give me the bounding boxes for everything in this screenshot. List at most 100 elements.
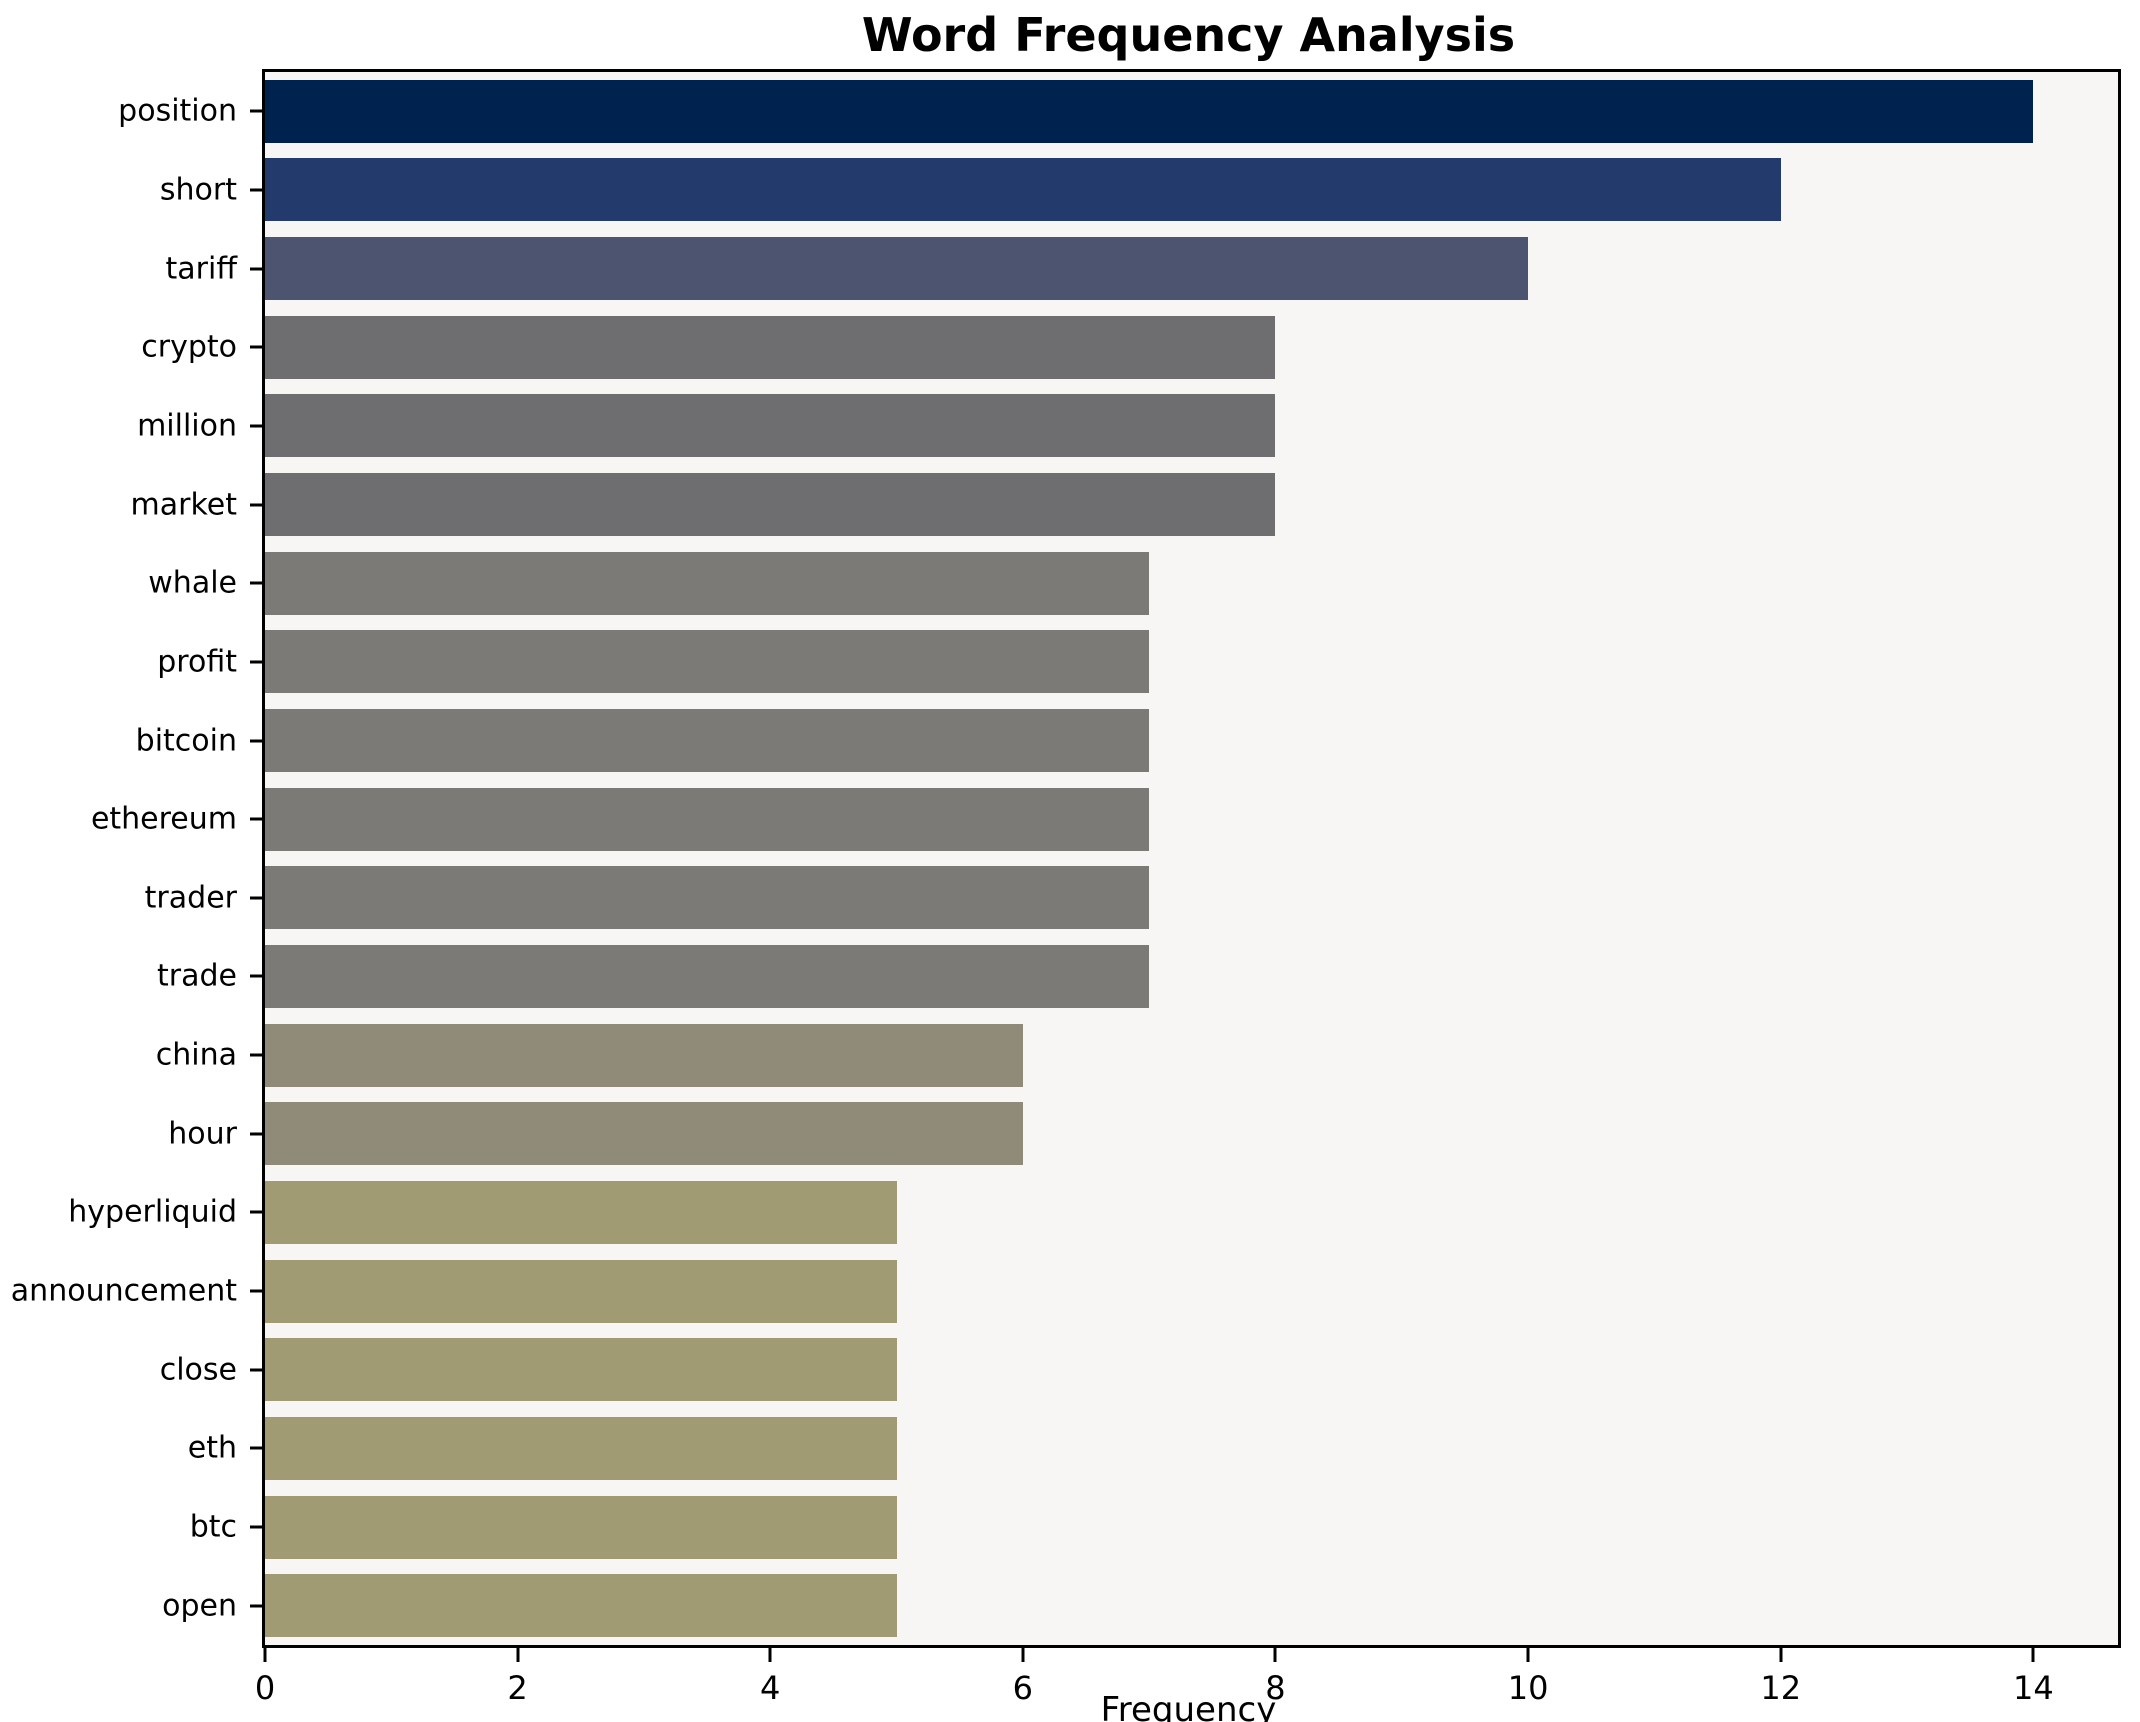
y-tick-mark — [250, 424, 262, 428]
bar-row — [265, 1180, 2118, 1244]
bar-row — [265, 551, 2118, 615]
frequency-bar-hyperliquid — [265, 1180, 897, 1244]
bar-row — [265, 1259, 2118, 1323]
category-label-china: china — [155, 1037, 237, 1073]
y-tick-mark — [250, 1289, 262, 1293]
y-tick-mark — [250, 817, 262, 821]
category-label-whale: whale — [148, 565, 237, 601]
y-tick-mark — [250, 1368, 262, 1372]
bar-row — [265, 394, 2118, 458]
frequency-bar-announcement — [265, 1259, 897, 1323]
x-tick-mark — [1021, 1648, 1025, 1662]
category-label-trader: trader — [144, 880, 237, 916]
y-tick-mark — [250, 109, 262, 113]
bar-row — [265, 630, 2118, 694]
x-tick-label-2: 2 — [507, 1669, 528, 1707]
category-label-eth: eth — [187, 1430, 237, 1466]
y-tick-mark — [250, 581, 262, 585]
bar-row — [265, 79, 2118, 143]
category-label-short: short — [159, 172, 237, 208]
frequency-bar-ethereum — [265, 787, 1150, 851]
x-tick-label-10: 10 — [1507, 1669, 1549, 1707]
frequency-bar-short — [265, 158, 1781, 222]
x-tick-mark — [1273, 1648, 1277, 1662]
y-tick-mark — [250, 1053, 262, 1057]
x-tick-label-14: 14 — [2013, 1669, 2054, 1707]
frequency-bar-eth — [265, 1416, 897, 1480]
frequency-bar-open — [265, 1574, 897, 1638]
x-tick-mark — [1526, 1648, 1530, 1662]
frequency-bar-trader — [265, 866, 1150, 930]
frequency-bar-close — [265, 1338, 897, 1402]
bar-row — [265, 709, 2118, 773]
y-tick-mark — [250, 1446, 262, 1450]
x-tick-mark — [1779, 1648, 1783, 1662]
category-label-hour: hour — [168, 1116, 237, 1152]
x-tick-mark — [263, 1648, 267, 1662]
frequency-bar-position — [265, 79, 2034, 143]
category-label-bitcoin: bitcoin — [135, 723, 237, 759]
y-tick-mark — [250, 739, 262, 743]
category-label-position: position — [118, 93, 237, 129]
bar-row — [265, 1338, 2118, 1402]
y-tick-mark — [250, 1210, 262, 1214]
y-tick-mark — [250, 896, 262, 900]
x-tick-label-8: 8 — [1265, 1669, 1286, 1707]
category-label-tariff: tariff — [165, 251, 237, 287]
category-label-ethereum: ethereum — [90, 801, 237, 837]
bar-row — [265, 1574, 2118, 1638]
bar-row — [265, 1495, 2118, 1559]
x-tick-label-0: 0 — [254, 1669, 276, 1707]
x-axis-label: Frequency — [1100, 1690, 1277, 1722]
category-label-announcement: announcement — [10, 1273, 237, 1309]
y-tick-mark — [250, 1132, 262, 1136]
frequency-bar-market — [265, 473, 1276, 537]
frequency-bar-china — [265, 1023, 1023, 1087]
frequency-bar-whale — [265, 551, 1150, 615]
bar-row — [265, 473, 2118, 537]
category-label-market: market — [130, 487, 237, 523]
frequency-bar-btc — [265, 1495, 897, 1559]
frequency-bar-bitcoin — [265, 709, 1150, 773]
y-tick-mark — [250, 974, 262, 978]
x-tick-label-6: 6 — [1012, 1669, 1034, 1707]
category-label-trade: trade — [157, 958, 237, 994]
bar-row — [265, 237, 2118, 301]
frequency-bar-million — [265, 394, 1276, 458]
bar-row — [265, 315, 2118, 379]
bar-row — [265, 1416, 2118, 1480]
x-tick-label-4: 4 — [760, 1669, 781, 1707]
y-tick-mark — [250, 345, 262, 349]
bar-row — [265, 1102, 2118, 1166]
category-label-btc: btc — [189, 1509, 237, 1545]
bar-row — [265, 866, 2118, 930]
category-label-million: million — [137, 408, 237, 444]
frequency-bar-tariff — [265, 237, 1529, 301]
x-tick-mark — [516, 1648, 520, 1662]
x-tick-mark — [768, 1648, 772, 1662]
frequency-bar-profit — [265, 630, 1150, 694]
bar-row — [265, 1023, 2118, 1087]
bar-row — [265, 787, 2118, 851]
y-tick-mark — [250, 660, 262, 664]
y-tick-mark — [250, 1525, 262, 1529]
plot-area: position short tariff crypto million market wh… — [11, 69, 2121, 1707]
y-tick-mark — [250, 1604, 262, 1608]
y-tick-mark — [250, 188, 262, 192]
category-label-open: open — [162, 1588, 237, 1624]
category-label-crypto: crypto — [141, 329, 237, 365]
category-label-hyperliquid: hyperliquid — [68, 1194, 237, 1230]
y-tick-mark — [250, 503, 262, 507]
category-label-profit: profit — [157, 644, 237, 680]
bar-row — [265, 158, 2118, 222]
y-tick-mark — [250, 267, 262, 271]
chart-title: Word Frequency Analysis — [861, 8, 1516, 62]
category-label-close: close — [159, 1352, 237, 1388]
bar-row — [265, 944, 2118, 1008]
frequency-bar-hour — [265, 1102, 1023, 1166]
frequency-bar-crypto — [265, 315, 1276, 379]
x-tick-mark — [2031, 1648, 2035, 1662]
x-tick-label-12: 12 — [1760, 1669, 1802, 1707]
frequency-bar-trade — [265, 944, 1150, 1008]
